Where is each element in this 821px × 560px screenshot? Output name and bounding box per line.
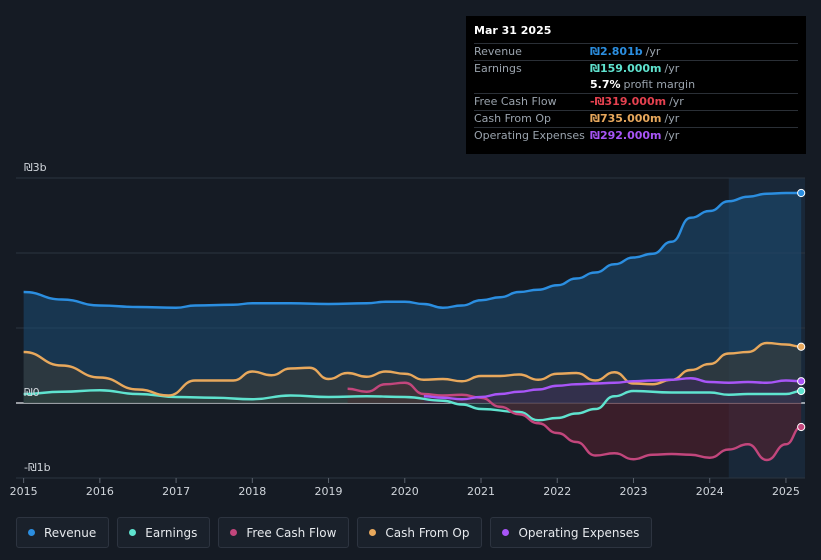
tooltip-row-label: Operating Expenses [474,129,585,142]
y-tick-label: ₪0 [24,386,40,399]
legend-label: Earnings [145,525,198,540]
x-tick-label: 2021 [467,485,495,498]
earnings-line [23,389,802,422]
earnings-end-dot [797,386,806,396]
tooltip-row-label: Free Cash Flow [474,95,557,108]
y-tick-label: ₪3b [24,161,47,174]
operating-expenses-line [423,377,802,401]
tooltip-date: Mar 31 2025 [474,24,552,37]
operating-expenses-end-dot [797,377,806,386]
legend-dot-icon [230,529,238,536]
revenue-line [23,191,802,309]
legend-dot-icon [28,529,35,536]
tooltip-row: Operating Expenses ₪292.000m/yr [474,127,798,144]
x-tick-label: 2016 [86,485,114,498]
free-cash-flow-end-dot [797,422,806,432]
x-tick-label: 2017 [162,485,190,498]
legend-label: Operating Expenses [518,525,640,540]
tooltip-row-value: ₪159.000m/yr [590,62,680,75]
cash-from-op-line [23,341,802,397]
legend-label: Cash From Op [385,525,470,540]
tooltip-row-unit: /yr [645,45,661,58]
legend-item-revenue[interactable]: Revenue [16,517,110,548]
series-end-dots [797,188,806,432]
tooltip-row-label: Cash From Op [474,112,552,125]
tooltip-row-label: Earnings [474,62,522,75]
x-tick-label: 2024 [696,485,724,498]
series-lines [23,191,802,462]
tooltip-rows: Revenue ₪2.801b/yr Earnings ₪159.000m/yr 5.7… [474,43,798,144]
revenue-end-dot [797,188,806,198]
x-tick-label: 2015 [10,485,38,498]
revenue-area [23,193,802,403]
tooltip-row-unit: /yr [664,62,680,75]
y-tick-label: -₪1b [24,461,51,474]
x-tick-label: 2020 [391,485,419,498]
legend-item-cash-from-op[interactable]: Cash From Op [357,517,483,548]
tooltip-row: 5.7% profit margin [474,77,798,93]
x-tick-label: 2022 [543,485,571,498]
tooltip-row-unit: /yr [664,129,680,142]
tooltip-row-label: Revenue [474,45,522,58]
legend-dot-icon [369,529,377,536]
tooltip-row: Cash From Op ₪735.000m/yr [474,110,798,127]
tooltip-row-unit: /yr [669,95,684,108]
data-tooltip: Mar 31 2025 Revenue ₪2.801b/yr Earnings ₪15… [466,16,806,154]
tooltip-row-label [474,77,590,93]
tooltip-row-value: ₪2.801b/yr [590,45,661,58]
tooltip-row-value: ₪292.000m/yr [590,129,680,142]
cash-from-op-end-dot [797,342,806,351]
series-areas [23,193,802,460]
x-tick-label: 2023 [619,485,647,498]
x-tick-label: 2025 [772,485,800,498]
tooltip-row: Revenue ₪2.801b/yr [474,43,798,60]
tooltip-row-value: ₪735.000m/yr [590,112,680,125]
legend-item-free-cash-flow[interactable]: Free Cash Flow [218,517,350,548]
y-axis-ticks: ₪3b ₪0 -₪1b [24,161,51,474]
tooltip-row-value: 5.7% profit margin [590,78,696,91]
legend-label: Revenue [44,525,97,540]
legend-dot-icon [129,529,137,536]
legend-label: Free Cash Flow [246,525,337,540]
tooltip-row: Earnings ₪159.000m/yr [474,60,798,77]
tooltip-row-unit: profit margin [623,78,696,91]
tooltip-row: Free Cash Flow -₪319.000m/yr [474,93,798,110]
legend-dot-icon [502,529,510,536]
x-tick-label: 2019 [315,485,343,498]
x-axis-ticks: 2015 2016 2017 2018 2019 2020 2021 2022 2023 2024… [10,478,800,498]
x-tick-label: 2018 [238,485,266,498]
legend-item-operating-expenses[interactable]: Operating Expenses [490,517,653,548]
operating-expenses-area [423,378,802,403]
legend-item-earnings[interactable]: Earnings [117,517,211,548]
free-cash-flow-line [347,381,802,462]
tooltip-row-value: -₪319.000m/yr [590,95,684,108]
tooltip-row-unit: /yr [664,112,680,125]
chart-legend: Revenue Earnings Free Cash Flow Cash From O… [16,517,660,548]
chart-canvas: 2015 2016 2017 2018 2019 2020 2021 2022 2023 2024… [10,161,806,498]
